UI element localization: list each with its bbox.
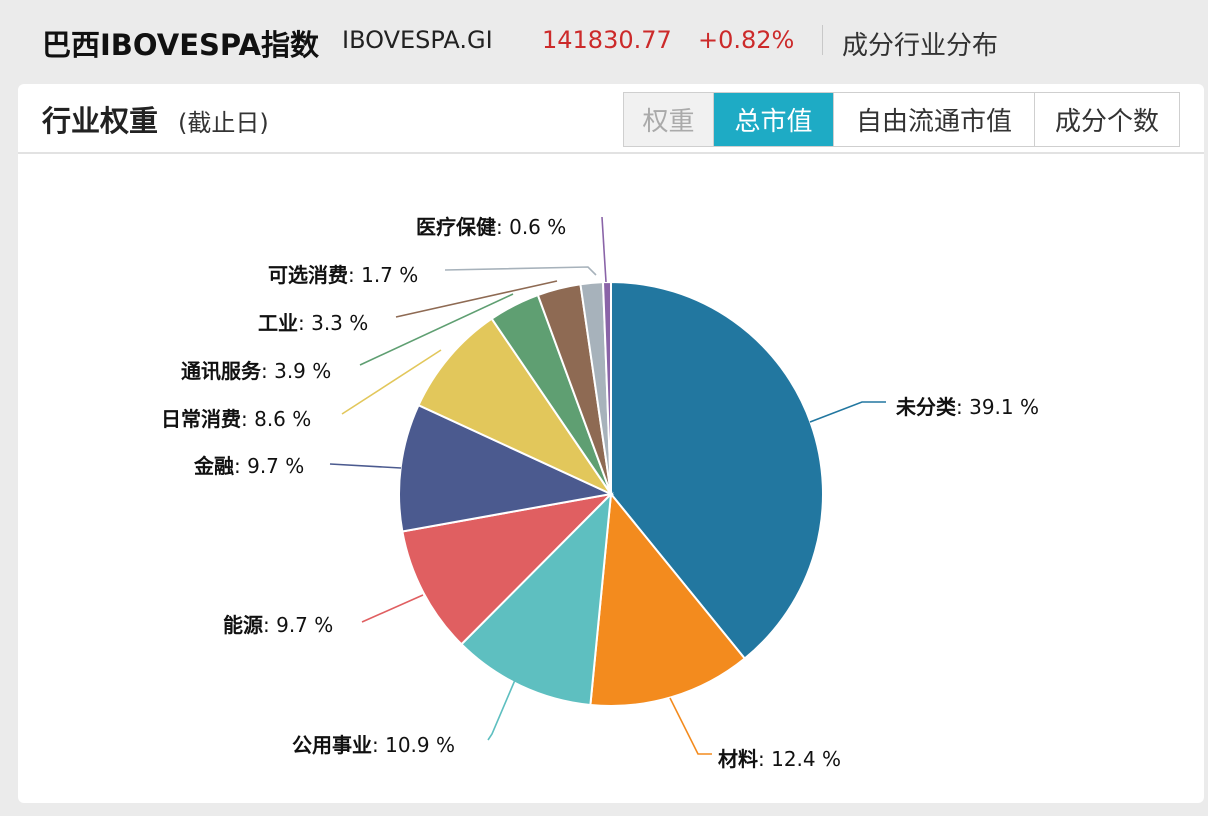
index-header: 巴西IBOVESPA指数 IBOVESPA.GI 141830.77 +0.82… — [0, 0, 1208, 80]
tab-free-float-market-cap[interactable]: 自由流通市值 — [833, 93, 1034, 146]
leader-line-9 — [444, 266, 597, 276]
leader-line-8 — [395, 280, 558, 318]
slice-label-10: 医疗保健: 0.6 % — [416, 215, 566, 239]
index-change: +0.82% — [698, 26, 795, 54]
pie-slice-10[interactable] — [601, 280, 612, 495]
leader-line-2 — [669, 697, 712, 755]
tab-constituent-count[interactable]: 成分个数 — [1034, 93, 1179, 146]
index-price: 141830.77 — [542, 26, 672, 54]
leader-line-3 — [487, 679, 516, 741]
leader-line-5 — [329, 463, 402, 469]
leader-line-10 — [601, 216, 607, 283]
slice-label-8: 工业: 3.3 % — [258, 311, 368, 335]
slice-label-3: 公用事业: 10.9 % — [292, 733, 455, 757]
leader-line-7 — [359, 293, 514, 366]
panel-title: 行业权重 — [42, 104, 159, 138]
index-code: IBOVESPA.GI — [342, 26, 493, 54]
slice-label-2: 材料: 12.4 % — [718, 747, 841, 771]
slice-label-1: 未分类: 39.1 % — [896, 395, 1039, 419]
tab-total-market-cap[interactable]: 总市值 — [713, 93, 833, 146]
panel-subtitle: (截止日) — [178, 109, 269, 137]
industry-weight-panel: 行业权重 (截止日) 权重 总市值 自由流通市值 成分个数 未分类: 39.1 … — [18, 84, 1204, 803]
slice-label-5: 金融: 9.7 % — [193, 454, 304, 478]
panel-header: 行业权重 (截止日) 权重 总市值 自由流通市值 成分个数 — [18, 84, 1204, 154]
pie-slice-5[interactable] — [398, 403, 615, 533]
industry-pie-chart: 未分类: 39.1 % 材料: 12.4 % 公用事业: 10.9 % 能源: 9.7… — [161, 215, 1039, 771]
pie-slice-3[interactable] — [460, 491, 613, 707]
slice-label-4: 能源: 9.7 % — [223, 613, 333, 637]
pie-slice-2[interactable] — [589, 491, 747, 707]
tab-weight[interactable]: 权重 — [624, 93, 713, 146]
slice-label-6: 日常消费: 8.6 % — [161, 407, 311, 431]
leader-line-4 — [361, 594, 424, 623]
slice-label-7: 通讯服务: 3.9 % — [181, 359, 331, 383]
leader-line-1 — [809, 401, 886, 423]
section-title: 成分行业分布 — [842, 31, 999, 61]
header-divider — [822, 25, 823, 55]
pie-slice-1[interactable] — [610, 280, 824, 660]
pie-slice-4[interactable] — [401, 492, 614, 646]
metric-tabs: 权重 总市值 自由流通市值 成分个数 — [623, 92, 1180, 147]
slice-label-9: 可选消费: 1.7 % — [268, 263, 418, 287]
leader-line-6 — [341, 349, 442, 415]
pie-slice-6[interactable] — [417, 317, 614, 497]
index-name: 巴西IBOVESPA指数 — [42, 28, 319, 62]
